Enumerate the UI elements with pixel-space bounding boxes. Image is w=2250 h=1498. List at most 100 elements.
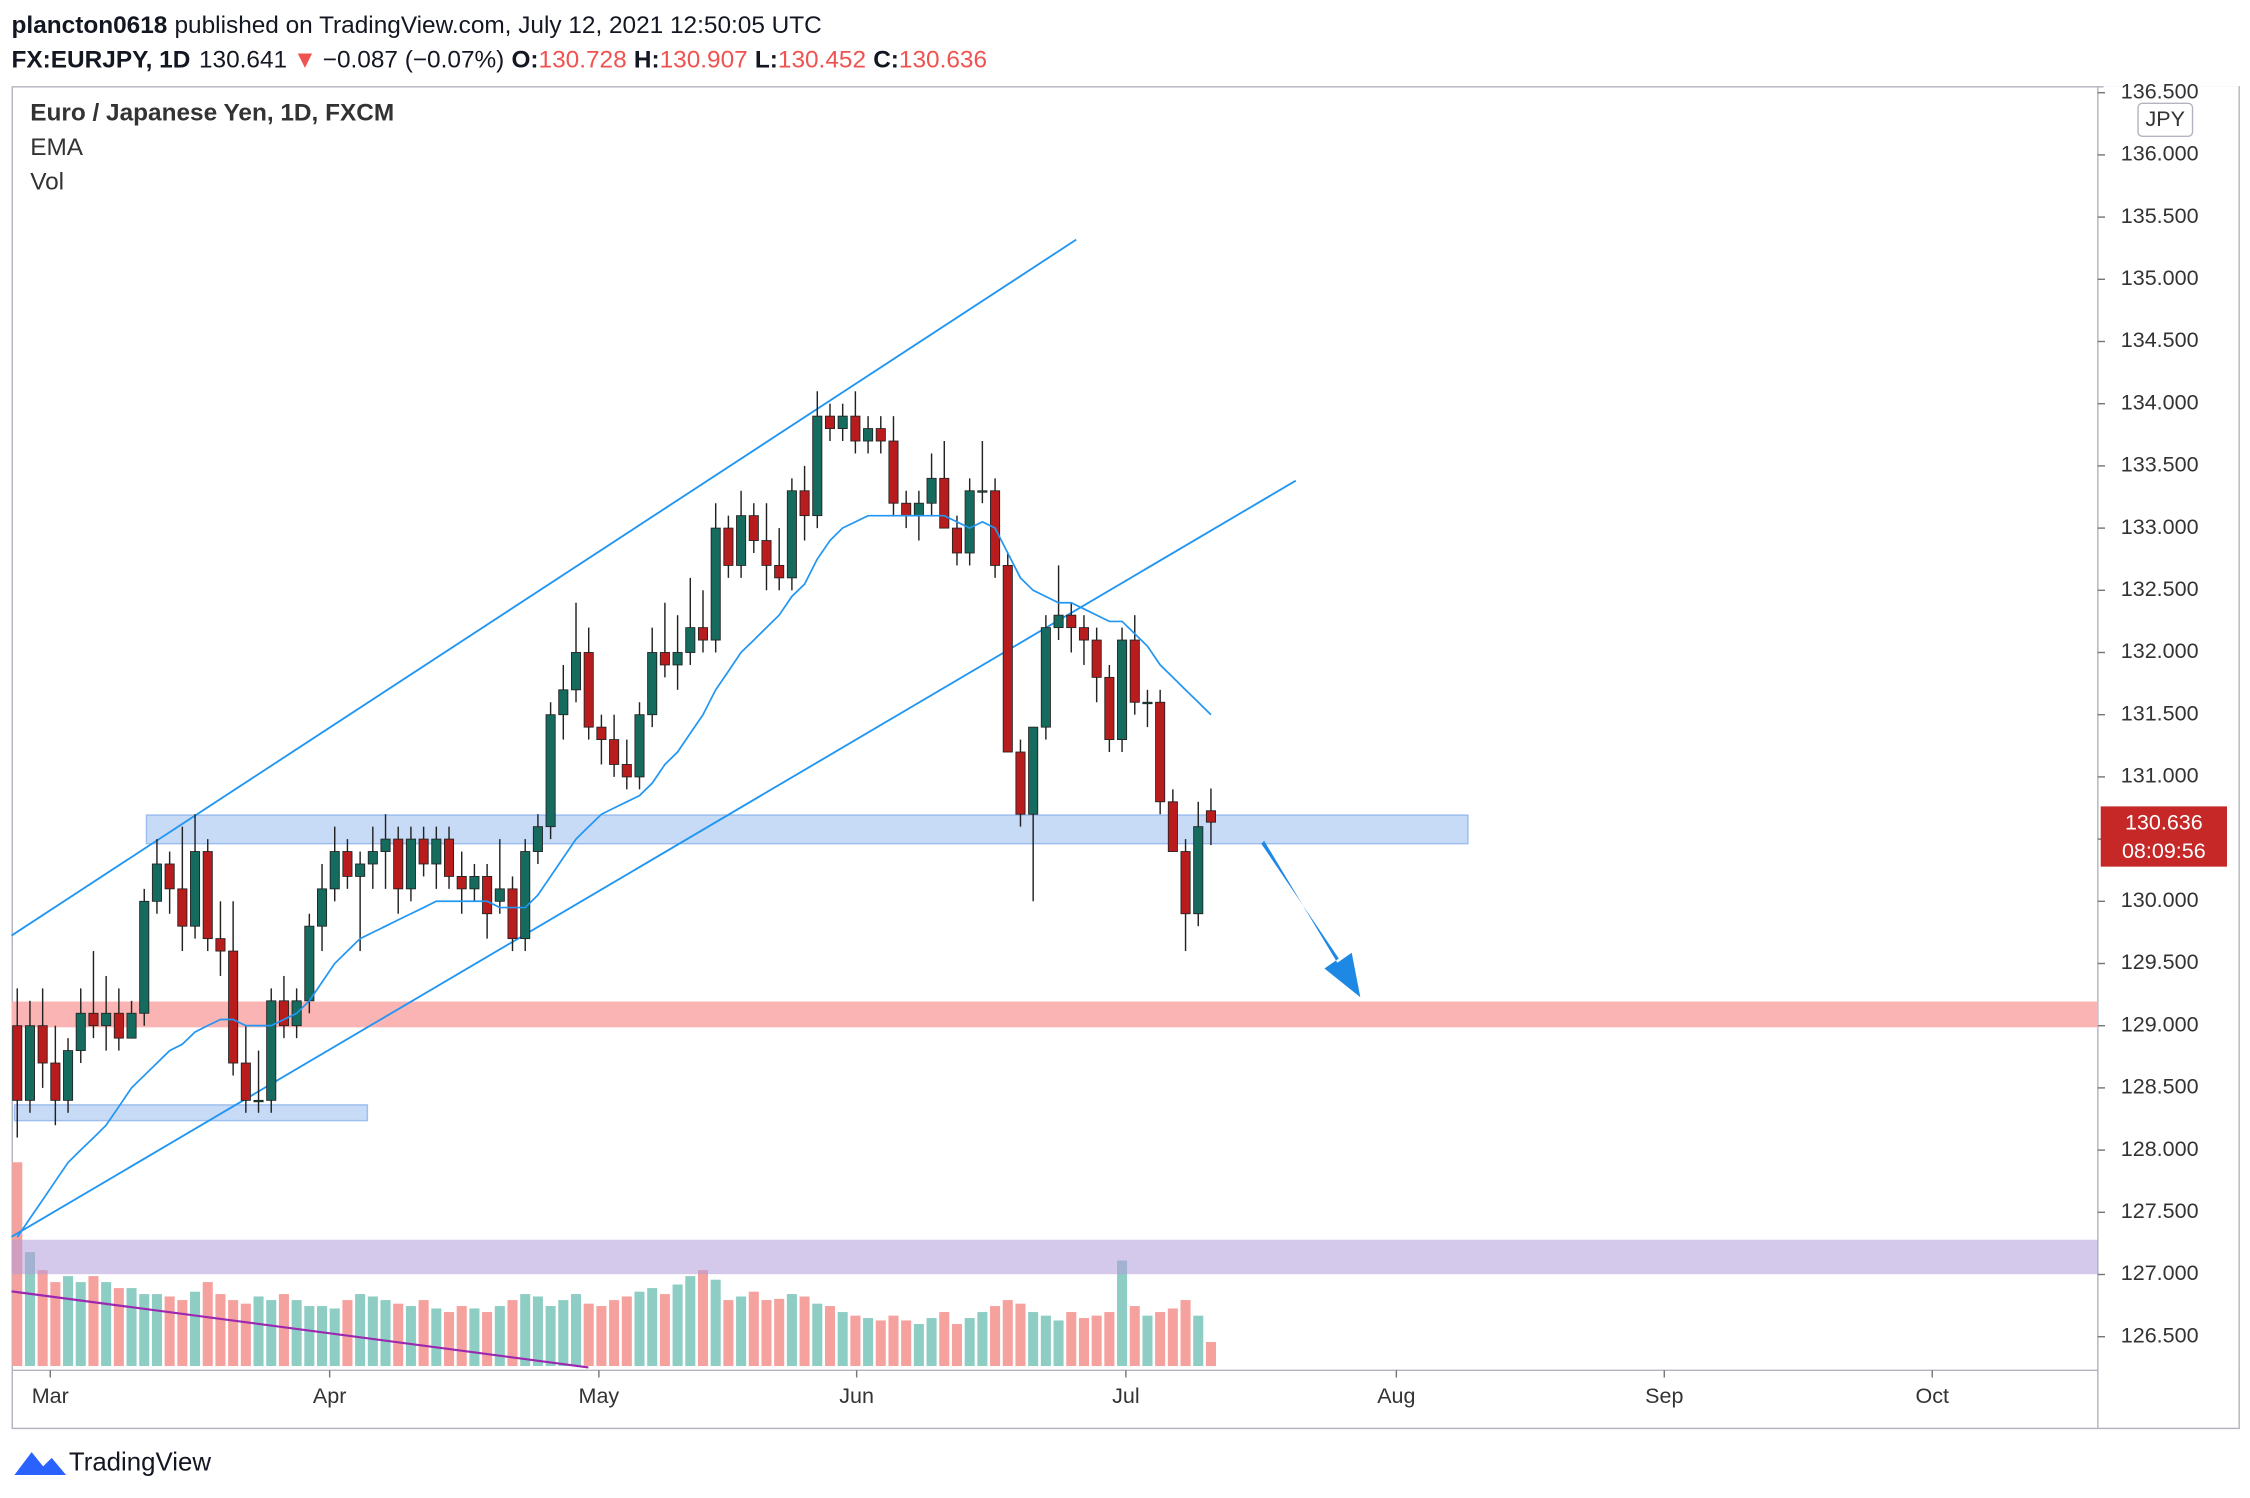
volume-bar xyxy=(456,1306,467,1366)
volume-bar xyxy=(418,1300,429,1366)
candle-body xyxy=(939,477,950,529)
volume-bar xyxy=(901,1320,912,1366)
candle-body xyxy=(951,527,962,554)
candle-body xyxy=(101,1012,112,1027)
volume-bar xyxy=(736,1296,747,1366)
candle-body xyxy=(12,1025,23,1101)
legend-vol: Vol xyxy=(30,168,64,195)
brand: TradingView xyxy=(69,1449,211,1477)
candle-body xyxy=(964,490,975,554)
candle-body xyxy=(482,875,493,915)
candle-body xyxy=(672,652,683,666)
publish-line: plancton0618 published on TradingView.com… xyxy=(12,12,822,39)
close-value: 130.636 xyxy=(899,46,987,73)
volume-bar xyxy=(1155,1312,1166,1366)
currency: JPY xyxy=(2146,107,2185,131)
volume-bar xyxy=(405,1306,416,1366)
candle-body xyxy=(837,415,848,430)
candle-body xyxy=(532,826,543,852)
candle-body xyxy=(888,440,899,504)
x-tick-label: Jun xyxy=(839,1384,874,1408)
volume-bar xyxy=(228,1300,239,1366)
candle-body xyxy=(367,851,378,865)
y-tick-label: 132.000 xyxy=(2121,639,2199,663)
candle-body xyxy=(37,1025,48,1064)
volume-bar xyxy=(266,1300,277,1366)
candle-body xyxy=(469,875,480,890)
volume-bar xyxy=(342,1300,353,1366)
candle-body xyxy=(1091,639,1102,678)
volume-bar xyxy=(786,1294,797,1366)
candle-body xyxy=(215,938,226,952)
axes-layer: 126.500 127.000 127.500 128.000 128.500 129.0… xyxy=(32,79,2199,1408)
volume-bar xyxy=(913,1324,924,1366)
volume-bar xyxy=(824,1306,836,1366)
candle-body xyxy=(901,502,912,517)
volume-bar xyxy=(875,1320,886,1366)
candle-body xyxy=(151,863,162,902)
brand-logo[interactable]: TradingView xyxy=(14,1449,211,1477)
candle-body xyxy=(380,838,391,852)
y-tick-label: 129.500 xyxy=(2121,950,2199,974)
candle-body xyxy=(1053,614,1064,629)
candle-body xyxy=(164,863,175,890)
candle-body xyxy=(774,564,785,579)
volume-bar xyxy=(24,1252,35,1366)
support-zone xyxy=(145,814,1469,845)
candle-body xyxy=(634,714,645,778)
volume-bar xyxy=(215,1294,226,1366)
candle-body xyxy=(1205,810,1216,823)
volume-bar xyxy=(990,1306,1001,1366)
volume-bar xyxy=(494,1306,505,1366)
candle-body xyxy=(24,1025,35,1101)
candle-body xyxy=(799,490,810,517)
volume-bar xyxy=(37,1270,48,1366)
candle-body xyxy=(113,1012,124,1039)
y-tick-label: 135.000 xyxy=(2121,266,2199,290)
candle-body xyxy=(545,714,556,828)
volume-bar xyxy=(888,1315,899,1366)
volume-bar xyxy=(1066,1312,1077,1366)
logo-icon xyxy=(14,1452,67,1476)
volume-bar xyxy=(278,1294,289,1366)
volume-bar xyxy=(1053,1320,1064,1366)
candle-body xyxy=(418,838,429,865)
candle-body xyxy=(1002,564,1013,753)
volume-bar xyxy=(151,1294,162,1366)
volume-bar xyxy=(1091,1315,1102,1366)
currency-box[interactable] xyxy=(2137,102,2194,138)
candle-body xyxy=(1142,701,1153,705)
candle-body xyxy=(139,900,150,1014)
candle-body xyxy=(520,851,531,940)
candle-body xyxy=(710,527,721,641)
candle-body xyxy=(863,428,874,442)
volume-bar xyxy=(723,1300,734,1366)
y-tick-label: 127.500 xyxy=(2121,1199,2199,1223)
candle-body xyxy=(278,1000,289,1027)
candle-body xyxy=(1028,726,1039,815)
y-tick-label: 126.500 xyxy=(2121,1323,2199,1347)
published: published on TradingView.com, July 12, 2… xyxy=(175,12,822,39)
y-tick-label: 134.500 xyxy=(2121,328,2199,352)
volume-bar xyxy=(951,1324,962,1366)
candle-body xyxy=(570,652,582,691)
y-tick-label: 127.000 xyxy=(2121,1261,2199,1285)
candle-body xyxy=(177,888,188,927)
volume-bar xyxy=(469,1308,480,1366)
volume-bar xyxy=(545,1306,556,1366)
volume-bar xyxy=(164,1296,175,1366)
volume-bar xyxy=(482,1312,493,1366)
candle-body xyxy=(583,652,594,728)
candle-body xyxy=(1193,826,1204,915)
open-value: 130.728 xyxy=(539,46,627,73)
candle-body xyxy=(393,838,404,890)
candle-body xyxy=(824,415,836,430)
volume-bar xyxy=(1205,1342,1216,1366)
candle-body xyxy=(456,875,467,890)
candle-body xyxy=(1066,614,1077,629)
volume-bar xyxy=(202,1282,213,1366)
y-tick-label: 129.000 xyxy=(2121,1012,2199,1036)
candle-body xyxy=(190,851,201,927)
volume-bar xyxy=(190,1291,201,1366)
volume-bar xyxy=(520,1294,531,1366)
